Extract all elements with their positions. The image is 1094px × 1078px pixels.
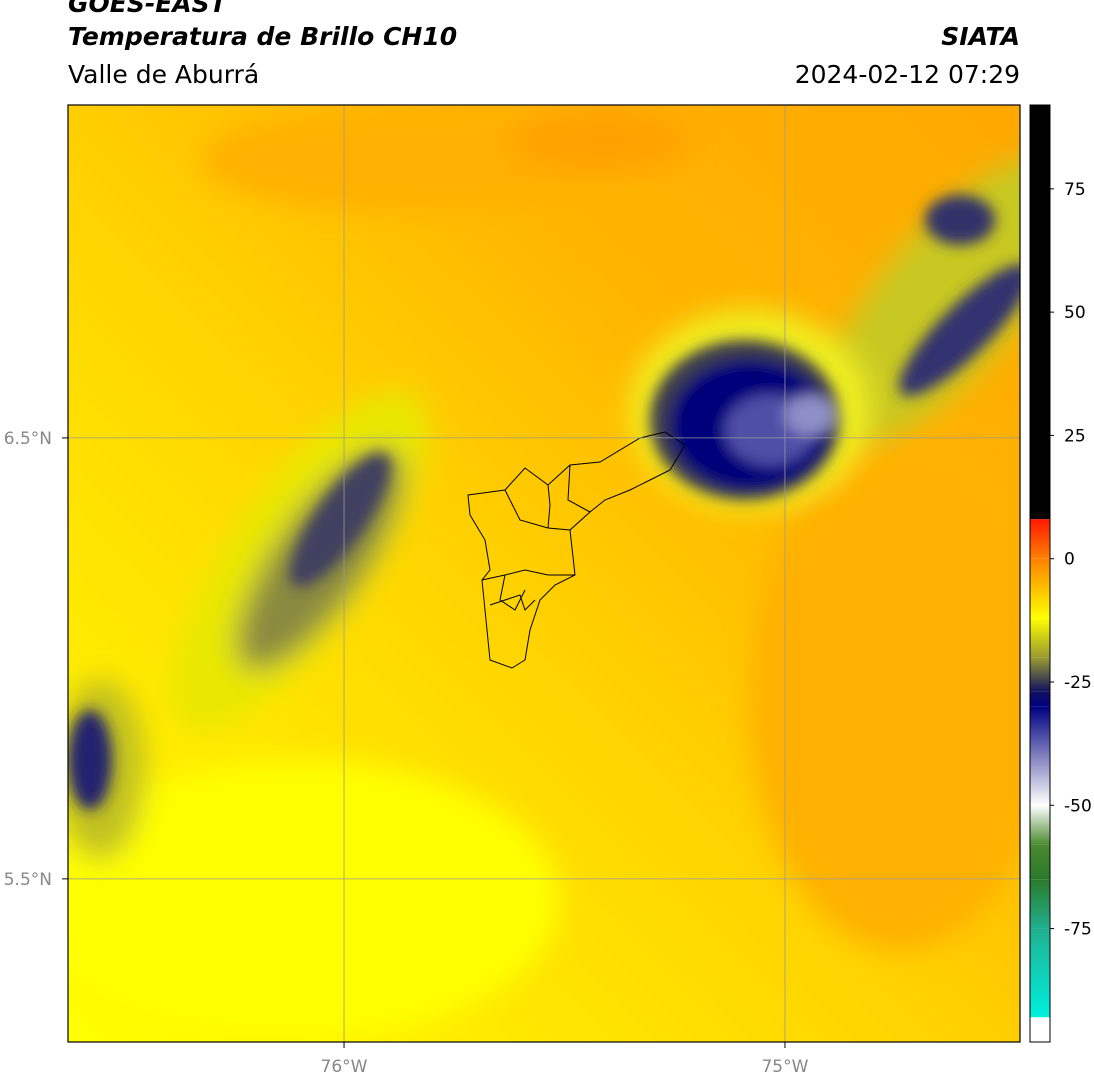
colorbar-tick-label: 0	[1064, 550, 1075, 570]
x-tick-label: 76°W	[321, 1057, 368, 1077]
colorbar-segment	[1030, 519, 1050, 559]
colorbar-segment	[1030, 706, 1050, 756]
colorbar-segment	[1030, 805, 1050, 845]
colorbar-segment	[1030, 755, 1050, 806]
colorbar-segment	[1030, 105, 1050, 520]
colorbar-tick-label: 25	[1064, 426, 1086, 446]
region: Valle de Aburrá	[68, 60, 259, 89]
colorbar-segment	[1030, 657, 1050, 692]
colorbar-segment	[1030, 844, 1050, 880]
colorbar-tick-label: -75	[1064, 920, 1092, 940]
map-frame	[67, 104, 1021, 1043]
colorbar-segment	[1030, 1017, 1050, 1042]
colorbar-segment	[1030, 879, 1050, 929]
colorbar-segment	[1030, 928, 1050, 1018]
colorbar-tick-label: 75	[1064, 180, 1086, 200]
colorbar-tick-label: -25	[1064, 673, 1092, 693]
colorbar-tick-label: -50	[1064, 796, 1092, 816]
colorbar-segment	[1030, 558, 1050, 618]
satellite-image	[68, 105, 1020, 1042]
colorbar-frame	[1029, 104, 1051, 1043]
y-tick-label: 6.5°N	[4, 429, 52, 449]
y-tick-label: 5.5°N	[4, 870, 52, 890]
colorbar-tick-label: 50	[1064, 303, 1086, 323]
colorbar-segment	[1030, 617, 1050, 658]
subtitle: Temperatura de Brillo CH10	[68, 22, 457, 51]
x-tick-label: 75°W	[761, 1057, 808, 1077]
datetime: 2024-02-12 07:29	[795, 60, 1020, 89]
colorbar-segment	[1030, 691, 1050, 707]
title: GOES-EAST	[68, 0, 229, 18]
municipal-boundaries	[467, 431, 686, 669]
source: SIATA	[941, 22, 1020, 51]
